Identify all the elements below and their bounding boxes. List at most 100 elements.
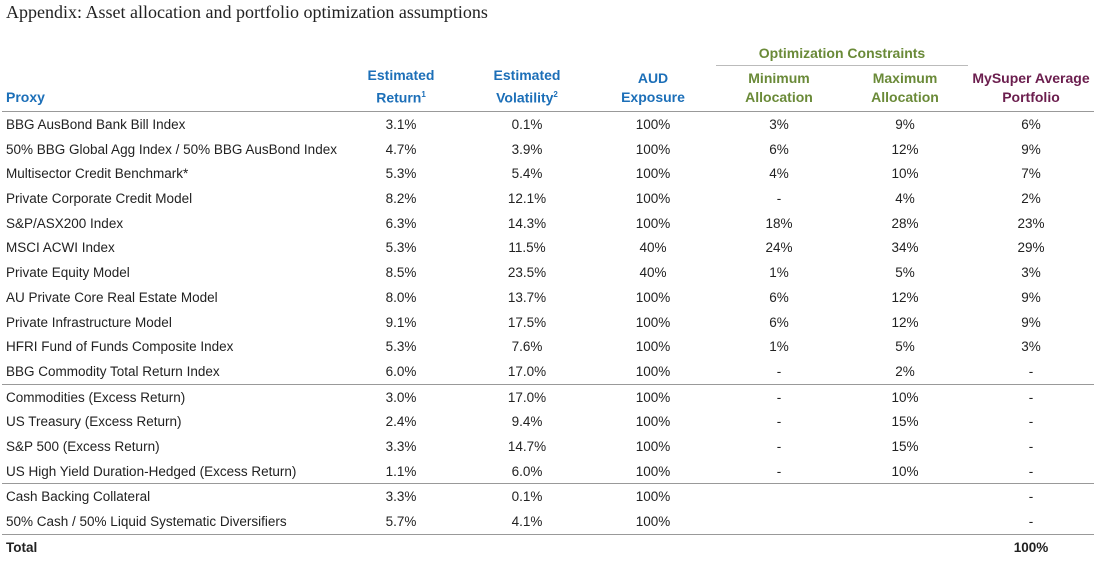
- cell: 12%: [891, 141, 919, 157]
- row-label: AU Private Core Real Estate Model: [6, 289, 218, 305]
- table-row: 50% Cash / 50% Liquid Systematic Diversi…: [2, 509, 1094, 534]
- cell: 100%: [590, 483, 716, 510]
- cell: 9.4%: [511, 414, 543, 430]
- table-row: BBG AusBond Bank Bill Index 3.1% 0.1% 100% 3…: [2, 112, 1094, 137]
- column-header: AUD Exposure: [590, 65, 716, 113]
- cell: 29%: [1017, 240, 1045, 256]
- cell: 8.2%: [385, 191, 417, 207]
- cell: -: [776, 438, 782, 454]
- cell: 9%: [1021, 141, 1041, 157]
- cell: 6.3%: [385, 215, 417, 231]
- cell: 5.4%: [511, 166, 543, 182]
- header-line: Minimum: [748, 70, 810, 87]
- cell: [464, 533, 590, 560]
- cell: 13.7%: [507, 289, 547, 305]
- cell: 9%: [1021, 314, 1041, 330]
- cell: 28%: [891, 215, 919, 231]
- cell: -: [968, 483, 1094, 510]
- row-label: US Treasury (Excess Return): [6, 414, 182, 430]
- cell: 7%: [1021, 166, 1041, 182]
- table-row: 50% BBG Global Agg Index / 50% BBG AusBo…: [2, 137, 1094, 162]
- cell: 5.7%: [385, 514, 417, 529]
- cell: [716, 509, 842, 534]
- cell: 100%: [635, 414, 671, 430]
- cell: [842, 483, 968, 510]
- header-line: Exposure: [621, 89, 685, 106]
- table-row: Private Equity Model 8.5% 23.5% 40% 1% 5% 3%: [2, 260, 1094, 285]
- table-row: Multisector Credit Benchmark* 5.3% 5.4% 100…: [2, 162, 1094, 187]
- cell: [590, 533, 716, 560]
- row-label: Private Equity Model: [6, 265, 130, 281]
- cell: 100%: [635, 141, 671, 157]
- column-header: Proxy: [2, 65, 338, 113]
- cell: -: [1028, 438, 1034, 454]
- row-label: Multisector Credit Benchmark*: [6, 166, 189, 182]
- row-label: BBG Commodity Total Return Index: [6, 363, 220, 379]
- cell: 100%: [635, 314, 671, 330]
- cell: 100%: [635, 339, 671, 355]
- cell: 5.3%: [385, 166, 417, 182]
- cell: 2.4%: [385, 414, 417, 430]
- cell: 6.0%: [511, 463, 543, 479]
- cell: 6.0%: [385, 363, 417, 379]
- row-label: MSCI ACWI Index: [6, 240, 115, 256]
- cell: 15%: [891, 414, 919, 430]
- cell: 23%: [1017, 215, 1045, 231]
- cell: 100%: [635, 117, 671, 132]
- cell: 1%: [769, 339, 789, 355]
- title: Appendix: Asset allocation and portfolio…: [6, 2, 488, 22]
- cell: 7.6%: [511, 339, 543, 355]
- allocation-table: Optimization Constraints Proxy Estimated R…: [2, 44, 1094, 560]
- row-label: 50% BBG Global Agg Index / 50% BBG AusBo…: [6, 141, 337, 157]
- cell: 5%: [895, 265, 915, 281]
- cell: [338, 533, 464, 560]
- cell: [716, 483, 842, 510]
- cell: 100%: [635, 166, 671, 182]
- cell: 2%: [1021, 191, 1041, 207]
- column-header: Estimated Volatility2: [464, 65, 590, 113]
- cell: 9%: [895, 117, 915, 132]
- table-row: HFRI Fund of Funds Composite Index 5.3% 7.…: [2, 334, 1094, 359]
- cell: 3.9%: [511, 141, 543, 157]
- header-line: AUD: [637, 70, 669, 87]
- table-row: S&P 500 (Excess Return) 3.3% 14.7% 100% - 15%…: [2, 434, 1094, 459]
- cell: 100%: [590, 383, 716, 410]
- row-label: S&P/ASX200 Index: [6, 215, 124, 231]
- cell: 4.7%: [385, 141, 417, 157]
- cell: 5%: [895, 339, 915, 355]
- header-line: Return: [376, 89, 422, 106]
- cell: 3%: [769, 117, 789, 132]
- cell: 10%: [891, 166, 919, 182]
- row-label: BBG AusBond Bank Bill Index: [6, 117, 186, 132]
- cell: 15%: [891, 438, 919, 454]
- row-label: Commodities (Excess Return): [2, 383, 338, 410]
- cell: 10%: [891, 463, 919, 479]
- row-label: S&P 500 (Excess Return): [6, 438, 160, 454]
- header-line: Maximum: [872, 70, 938, 87]
- table-row: Private Infrastructure Model 9.1% 17.5% 100…: [2, 310, 1094, 335]
- cell: 8.5%: [385, 265, 417, 281]
- cell: 0.1%: [464, 483, 590, 510]
- cell: 5.3%: [385, 339, 417, 355]
- cell: -: [776, 191, 782, 207]
- cell: 3.0%: [338, 383, 464, 410]
- table-row: BBG Commodity Total Return Index 6.0% 17.0…: [2, 359, 1094, 384]
- cell: 100%: [635, 215, 671, 231]
- cell: 0.1%: [511, 117, 543, 132]
- row-label: HFRI Fund of Funds Composite Index: [6, 339, 234, 355]
- cell: -: [776, 363, 782, 379]
- cell: 40%: [639, 265, 667, 281]
- header-line: Volatility: [496, 89, 554, 106]
- cell: 5.3%: [385, 240, 417, 256]
- column-header: MySuper Average Portfolio: [968, 65, 1094, 113]
- cell: 18%: [765, 215, 793, 231]
- cell: 8.0%: [385, 289, 417, 305]
- row-label: Cash Backing Collateral: [2, 483, 338, 510]
- header-line: Allocation: [745, 89, 813, 106]
- row-label: Private Infrastructure Model: [6, 314, 172, 330]
- cell: 100%: [635, 438, 671, 454]
- table-row: S&P/ASX200 Index 6.3% 14.3% 100% 18% 28% 23%: [2, 211, 1094, 236]
- cell: 17.0%: [464, 383, 590, 410]
- cell: 10%: [842, 383, 968, 410]
